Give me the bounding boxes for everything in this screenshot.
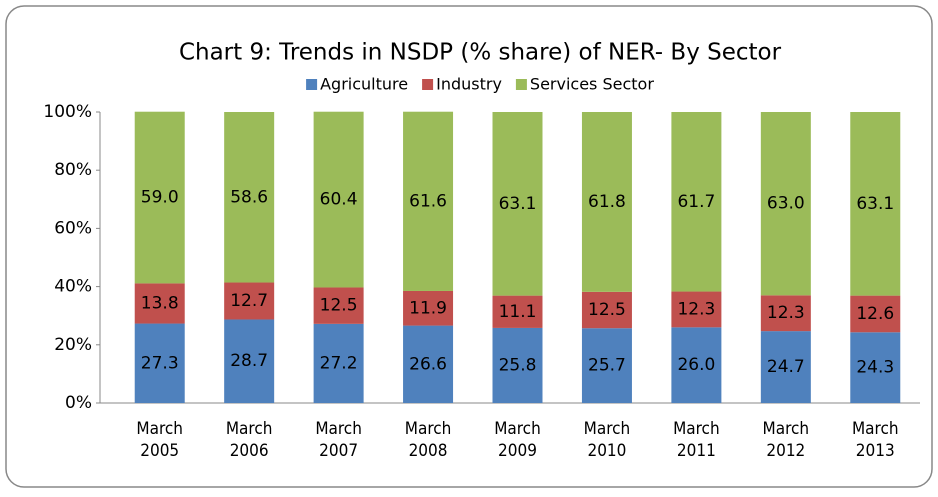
y-tick-label: 100%: [43, 102, 92, 122]
data-label: 12.5: [320, 296, 358, 316]
data-label: 63.1: [856, 194, 894, 214]
data-label: 24.7: [767, 357, 805, 377]
bar-segment: [134, 283, 185, 324]
legend-swatch: [515, 79, 527, 90]
x-tick-label: March 2007: [315, 419, 362, 461]
bar-segment: [760, 112, 811, 296]
bar-segment: [313, 323, 364, 403]
bar-segment: [850, 332, 901, 403]
x-tick-label: March 2006: [225, 419, 273, 461]
data-label: 11.9: [409, 298, 447, 318]
bar-segment: [492, 295, 543, 328]
bar-segment: [850, 295, 901, 333]
data-label: 24.3: [856, 358, 894, 378]
bar-segment: [581, 291, 632, 329]
legend-label: Industry: [436, 75, 502, 94]
bar-segment: [313, 287, 364, 324]
bar-segment: [224, 112, 275, 283]
data-label: 26.0: [677, 355, 715, 375]
data-label: 61.6: [409, 191, 447, 211]
y-tick-label: 20%: [54, 335, 92, 355]
data-label: 59.0: [141, 188, 179, 208]
bar-segment: [671, 291, 722, 328]
legend-label: Agriculture: [320, 75, 408, 94]
data-label: 11.1: [499, 302, 537, 322]
x-tick-label: March 2009: [494, 419, 541, 461]
data-label: 13.8: [141, 293, 179, 313]
data-label: 12.3: [677, 299, 715, 319]
legend: Agriculture Industry Services Sector: [306, 75, 654, 94]
legend-swatch: [306, 79, 318, 90]
bar-segment: [581, 112, 632, 292]
y-tick-label: 40%: [54, 277, 92, 297]
data-label: 58.6: [230, 187, 268, 207]
legend-label: Services Sector: [530, 75, 654, 94]
bar-segment: [671, 112, 722, 292]
bar-segment: [492, 112, 543, 296]
bar-segment: [403, 290, 454, 326]
x-tick-label: March 2011: [673, 419, 720, 461]
bar-segment: [760, 295, 811, 332]
legend-swatch: [422, 79, 434, 90]
bar-segment: [403, 325, 454, 403]
bar-segment: [134, 323, 185, 403]
bar-segment: [313, 111, 364, 288]
data-label: 61.7: [677, 192, 715, 212]
data-label: 63.1: [499, 194, 537, 214]
data-label: 28.7: [230, 351, 268, 371]
x-tick-label: March 2008: [404, 419, 452, 461]
y-tick-label: 60%: [54, 218, 92, 238]
bar-segment: [671, 327, 722, 403]
y-tick-label: 0%: [65, 393, 92, 413]
bar-segment: [581, 328, 632, 403]
bar-segment: [850, 112, 901, 296]
bar-segment: [224, 319, 275, 403]
data-label: 63.0: [767, 194, 805, 214]
data-label: 25.8: [499, 355, 537, 375]
y-tick-label: 80%: [54, 160, 92, 180]
data-label: 27.2: [320, 353, 358, 373]
data-label: 60.4: [320, 190, 358, 210]
chart-title: Chart 9: Trends in NSDP (% share) of NER…: [179, 40, 782, 66]
bar-segment: [760, 331, 811, 403]
bar-segment: [492, 327, 543, 403]
data-label: 27.3: [141, 353, 179, 373]
x-tick-label: March 2012: [762, 419, 810, 461]
data-label: 12.7: [230, 291, 268, 311]
data-label: 12.3: [767, 303, 805, 323]
data-label: 12.5: [588, 300, 626, 320]
x-tick-label: March 2013: [851, 419, 899, 461]
data-label: 25.7: [588, 356, 626, 376]
data-label: 61.8: [588, 192, 626, 212]
x-tick-label: March 2005: [136, 419, 184, 461]
x-tick-label: March 2010: [583, 419, 631, 461]
bar-segment: [403, 111, 454, 291]
bar-segment: [224, 282, 275, 320]
data-label: 26.6: [409, 354, 447, 374]
bar-segment: [134, 111, 185, 284]
data-label: 12.6: [856, 304, 894, 324]
